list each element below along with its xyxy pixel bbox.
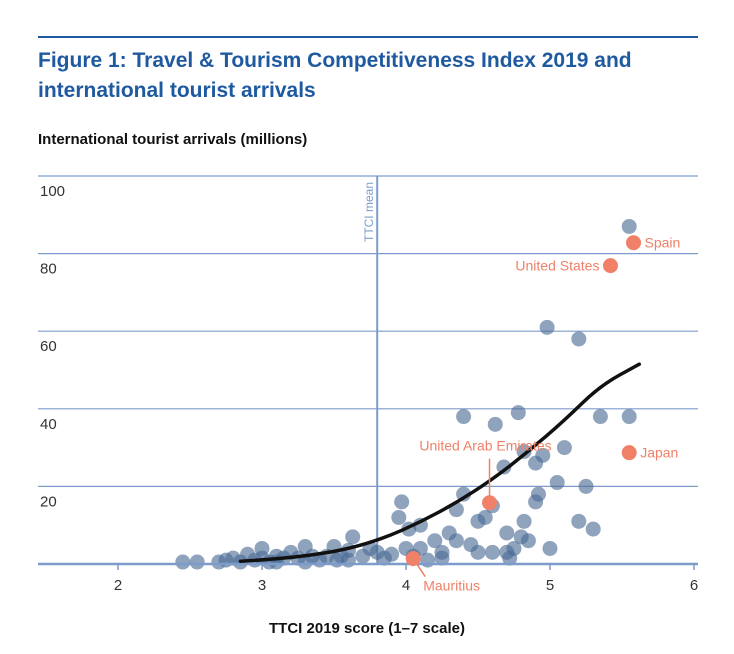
title-line-1: Figure 1: Travel & Tourism Competitivene…	[38, 49, 632, 72]
figure-title: Figure 1: Travel & Tourism Competitivene…	[38, 46, 718, 106]
x-axis-label: TTCI 2019 score (1–7 scale)	[269, 620, 465, 637]
data-point	[456, 409, 472, 425]
data-point	[556, 440, 572, 456]
y-tick-label: 80	[40, 261, 57, 278]
united-states-point	[602, 258, 618, 274]
title-line-2: international tourist arrivals	[38, 79, 316, 102]
x-tick-label: 2	[114, 577, 122, 594]
data-point	[571, 513, 587, 529]
y-tick-label: 60	[40, 338, 57, 355]
trend-line	[238, 362, 642, 564]
spain-label: Spain	[645, 235, 681, 251]
data-point	[470, 544, 486, 560]
y-tick-label: 40	[40, 416, 57, 433]
data-point	[391, 509, 407, 525]
data-point	[621, 409, 637, 425]
data-point	[520, 533, 536, 549]
y-tick-label: 20	[40, 493, 57, 510]
data-point	[470, 513, 486, 529]
data-point	[329, 552, 345, 568]
data-point	[427, 533, 443, 549]
japan-label: Japan	[640, 445, 678, 461]
data-point	[499, 544, 515, 560]
data-point	[484, 544, 500, 560]
data-point	[254, 540, 270, 556]
data-point	[499, 525, 515, 541]
mauritius-label: Mauritius	[423, 578, 480, 594]
data-point	[345, 529, 361, 545]
y-tick-label: 100	[40, 183, 65, 200]
spain-point	[626, 235, 642, 251]
data-point	[539, 319, 555, 335]
data-point	[516, 443, 532, 459]
data-point	[496, 459, 512, 475]
data-point	[297, 554, 313, 570]
data-point	[542, 540, 558, 556]
data-point	[456, 486, 472, 502]
x-tick-label: 5	[546, 577, 554, 594]
united-arab-emirates-label: United Arab Emirates	[419, 438, 551, 454]
ttci-mean-label: TTCI mean	[362, 182, 376, 242]
data-point	[175, 554, 191, 570]
data-point	[189, 554, 205, 570]
x-tick-label: 3	[258, 577, 266, 594]
data-point	[394, 494, 410, 510]
data-point	[592, 409, 608, 425]
data-point	[621, 218, 637, 234]
japan-point	[621, 445, 637, 461]
data-point	[434, 550, 450, 566]
data-point	[487, 416, 503, 432]
data-point	[549, 475, 565, 491]
x-tick-label: 6	[690, 577, 698, 594]
data-point	[571, 331, 587, 347]
title-rule	[38, 36, 698, 38]
data-point	[448, 533, 464, 549]
data-point	[585, 521, 601, 537]
data-point	[384, 546, 400, 562]
data-point	[578, 478, 594, 494]
x-tick-label: 4	[402, 577, 410, 594]
united-arab-emirates-point	[482, 495, 498, 511]
data-point	[516, 513, 532, 529]
y-axis-label: International tourist arrivals (millions…	[38, 131, 308, 148]
data-point	[420, 552, 436, 568]
united-states-label: United States	[515, 258, 599, 274]
data-point	[530, 486, 546, 502]
mauritius-point	[405, 551, 421, 567]
data-point	[535, 447, 551, 463]
data-point	[510, 405, 526, 421]
